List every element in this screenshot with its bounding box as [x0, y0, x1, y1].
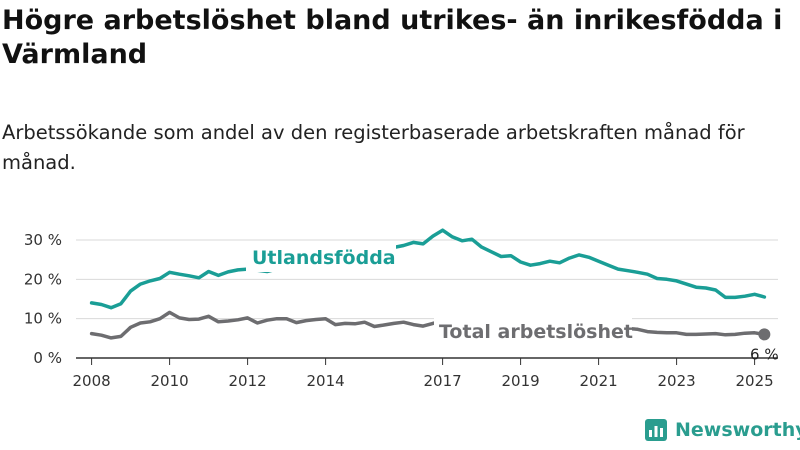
end-value-label: 6 %: [750, 345, 779, 363]
x-tick-label: 2010: [151, 372, 189, 390]
x-tick-label: 2012: [229, 372, 267, 390]
x-tick-label: 2008: [73, 372, 111, 390]
chart-title: Högre arbetslöshet bland utrikes- än inr…: [2, 5, 783, 70]
x-tick-label: 2025: [736, 372, 774, 390]
newsworthy-logo-icon: [645, 419, 667, 441]
grid-lines: [76, 239, 778, 359]
chart-subtitle: Arbetssökande som andel av den registerb…: [2, 121, 745, 174]
total-end-point: [758, 328, 771, 341]
y-tick-label: 20 %: [24, 270, 62, 288]
series-line-utlandsfodda: [89, 228, 767, 310]
newsworthy-logo: Newsworthy: [645, 419, 800, 441]
brand-name: Newsworthy: [675, 419, 800, 441]
series-line-total: [89, 310, 767, 340]
y-tick-label: 0 %: [33, 349, 62, 367]
y-tick-label: 10 %: [24, 310, 62, 328]
label-halo-total: [434, 316, 632, 346]
x-tick-label: 2023: [658, 372, 696, 390]
x-tick-label: 2014: [307, 372, 345, 390]
x-tick-label: 2021: [580, 372, 618, 390]
y-axis-ticks: 0 % 10 % 20 % 30 %: [24, 231, 62, 367]
series-lines: [89, 228, 771, 341]
series-label-utlandsfodda: Utlandsfödda: [252, 247, 396, 269]
series-label-total: Total arbetslöshet: [439, 321, 633, 343]
x-tick-label: 2017: [424, 372, 462, 390]
series-labels: Utlandsfödda Total arbetslöshet 6 %: [246, 242, 779, 363]
label-halo-utlandsfodda: [246, 242, 396, 272]
y-tick-label: 30 %: [24, 231, 62, 249]
x-tick-label: 2019: [502, 372, 540, 390]
x-axis-ticks: 2008 2010 2012 2014 2017 2019 2021 2023 2025: [73, 358, 774, 390]
